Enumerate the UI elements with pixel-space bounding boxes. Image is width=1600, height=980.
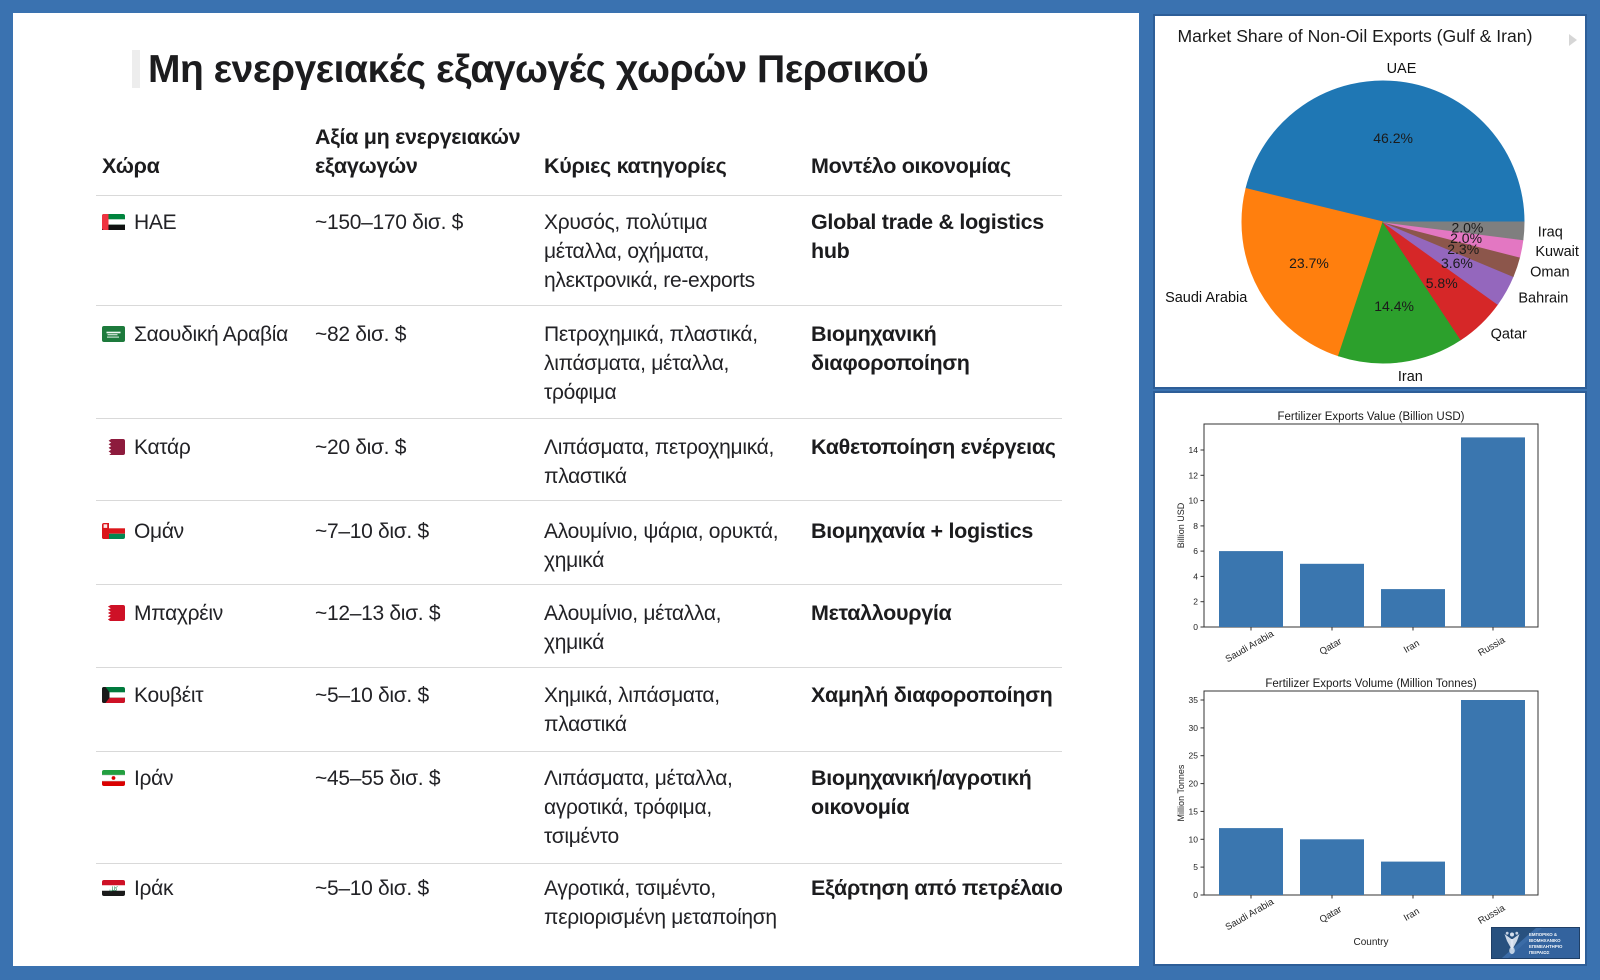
- svg-text:Iran: Iran: [1398, 369, 1423, 385]
- svg-text:ΒΙΟΜΗΧΑΝΙΚΟ: ΒΙΟΜΗΧΑΝΙΚΟ: [1529, 938, 1561, 943]
- svg-text:Fertilizer Exports Value (Bill: Fertilizer Exports Value (Billion USD): [1277, 411, 1464, 423]
- svg-text:Qatar: Qatar: [1491, 327, 1527, 343]
- svg-text:UAE: UAE: [1387, 61, 1417, 77]
- svg-text:Saudi Arabia: Saudi Arabia: [1165, 290, 1248, 306]
- svg-text:Oman: Oman: [1530, 264, 1570, 280]
- svg-text:Qatar: Qatar: [1318, 904, 1344, 925]
- svg-text:Market Share of Non-Oil Export: Market Share of Non-Oil Exports (Gulf & …: [1178, 26, 1533, 46]
- svg-text:Saudi Arabia: Saudi Arabia: [1224, 628, 1277, 665]
- svg-text:6: 6: [1193, 546, 1198, 556]
- svg-text:Kuwait: Kuwait: [1535, 244, 1579, 260]
- svg-text:2: 2: [1193, 597, 1198, 607]
- svg-text:Billion USD: Billion USD: [1176, 502, 1186, 548]
- svg-text:46.2%: 46.2%: [1373, 130, 1413, 146]
- svg-text:ΠΕΙΡΑΙΩΣ: ΠΕΙΡΑΙΩΣ: [1529, 950, 1550, 955]
- svg-text:2.0%: 2.0%: [1451, 219, 1483, 235]
- svg-text:5.8%: 5.8%: [1426, 275, 1458, 291]
- svg-text:14.4%: 14.4%: [1374, 298, 1414, 314]
- svg-text:Qatar: Qatar: [1318, 636, 1344, 657]
- svg-text:ΕΠΙΜΕΛΗΤΗΡΙΟ: ΕΠΙΜΕΛΗΤΗΡΙΟ: [1529, 944, 1563, 949]
- svg-text:Russia: Russia: [1476, 634, 1507, 658]
- svg-text:20: 20: [1189, 779, 1199, 789]
- svg-text:Russia: Russia: [1476, 902, 1507, 926]
- svg-text:Country: Country: [1353, 937, 1388, 948]
- svg-text:0: 0: [1193, 890, 1198, 900]
- svg-text:10: 10: [1189, 834, 1199, 844]
- svg-text:15: 15: [1189, 806, 1199, 816]
- svg-text:10: 10: [1189, 496, 1199, 506]
- svg-text:4: 4: [1193, 571, 1198, 581]
- svg-text:Fertilizer Exports Volume (Mil: Fertilizer Exports Volume (Million Tonne…: [1265, 678, 1477, 690]
- svg-text:2.0%: 2.0%: [1450, 230, 1482, 246]
- svg-text:كلل: كلل: [109, 885, 118, 892]
- svg-text:5: 5: [1193, 862, 1198, 872]
- svg-text:2.3%: 2.3%: [1447, 241, 1479, 257]
- svg-text:Iran: Iran: [1402, 906, 1422, 924]
- svg-text:30: 30: [1189, 723, 1199, 733]
- svg-text:25: 25: [1189, 751, 1199, 761]
- svg-text:Bahrain: Bahrain: [1518, 291, 1568, 307]
- svg-text:8: 8: [1193, 521, 1198, 531]
- svg-text:Iraq: Iraq: [1538, 225, 1563, 241]
- svg-text:3.6%: 3.6%: [1441, 255, 1473, 271]
- svg-text:12: 12: [1189, 470, 1199, 480]
- svg-text:Saudi Arabia: Saudi Arabia: [1224, 896, 1277, 933]
- svg-text:0: 0: [1193, 622, 1198, 632]
- svg-text:ΕΜΠΟΡΙΚΟ &: ΕΜΠΟΡΙΚΟ &: [1529, 932, 1558, 937]
- svg-text:23.7%: 23.7%: [1289, 255, 1329, 271]
- svg-text:14: 14: [1189, 445, 1199, 455]
- svg-text:Million Tonnes: Million Tonnes: [1176, 764, 1186, 821]
- svg-text:35: 35: [1189, 695, 1199, 705]
- svg-text:Iran: Iran: [1402, 638, 1422, 656]
